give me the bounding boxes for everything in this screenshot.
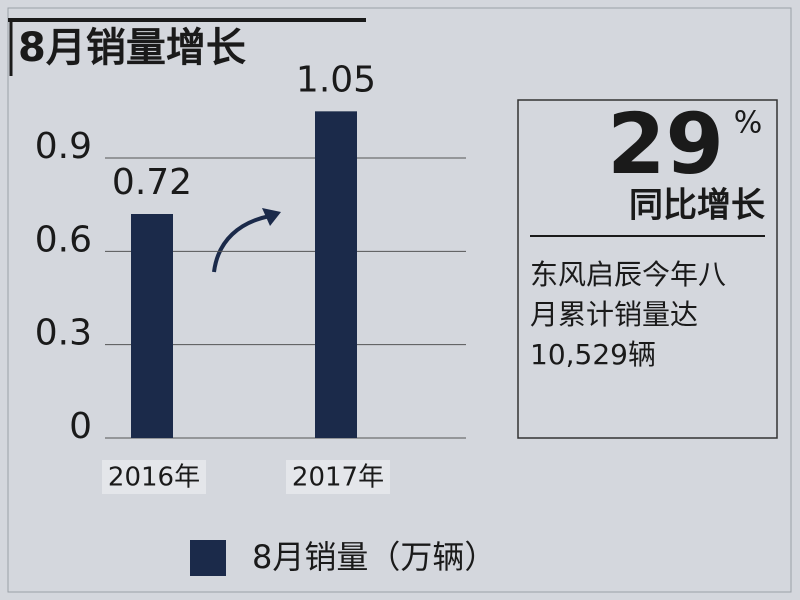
y-tick-label: 0.9 [35, 126, 92, 167]
x-tick-bg [102, 460, 206, 494]
frame [7, 7, 792, 593]
value-label: 0.72 [112, 162, 192, 203]
arrow [212, 214, 271, 273]
legend-swatch [190, 540, 226, 576]
x-tick-label: 2016年 [108, 463, 200, 493]
chart-title: 8月销量增长 [18, 25, 246, 71]
growth-unit: % [734, 106, 763, 141]
info-text: 10,529辆 [530, 338, 656, 371]
info-text: 东风启辰今年八 [530, 258, 726, 291]
growth-value: 29 [607, 95, 724, 193]
y-tick-label: 0 [69, 406, 92, 447]
value-label: 1.05 [296, 59, 376, 100]
legend-label: 8月销量（万辆） [252, 538, 496, 576]
info-box [517, 99, 778, 439]
x-tick-label: 2017年 [292, 463, 384, 493]
y-tick-label: 0.3 [35, 313, 92, 354]
x-tick-bg [286, 460, 390, 494]
bar [131, 214, 173, 438]
info-text: 月累计销量达 [530, 298, 698, 331]
y-tick-label: 0.6 [35, 219, 92, 260]
growth-label: 同比增长 [629, 186, 765, 226]
arrow-head [262, 208, 281, 226]
bar [315, 111, 357, 438]
